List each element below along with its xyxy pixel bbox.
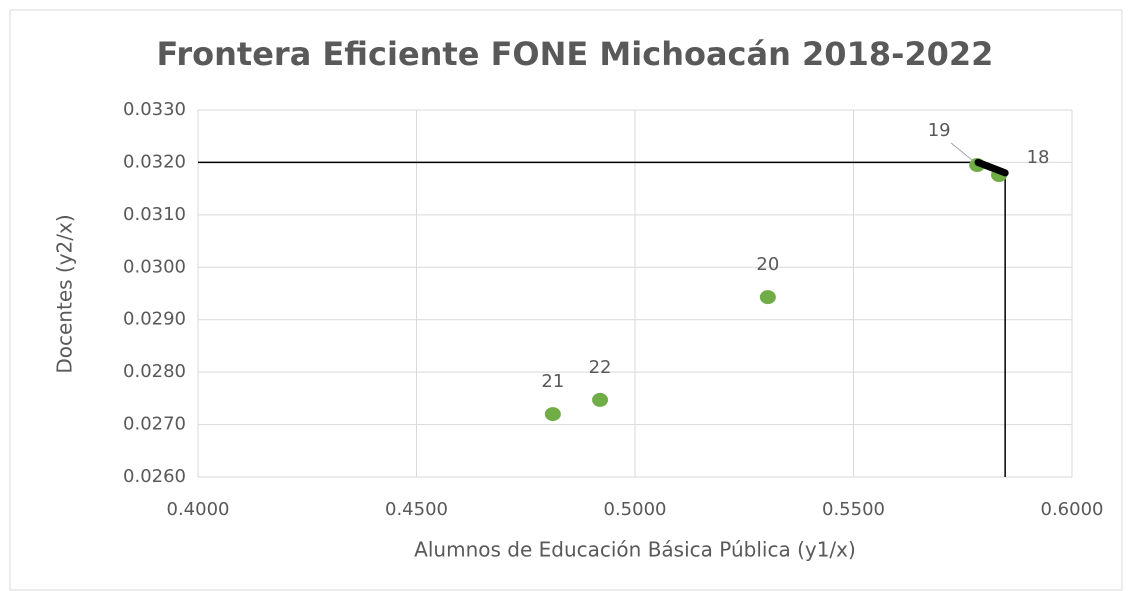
point (759, 290, 776, 305)
y-tick-label: 0.0310 (123, 204, 186, 225)
data-label: 20 (756, 254, 779, 275)
y-tick-label: 0.0320 (123, 151, 186, 172)
data-label: 18 (1027, 147, 1050, 168)
chart-title: Frontera Eficiente FONE Michoacán 2018-2… (157, 35, 994, 73)
data-label: 19 (928, 120, 951, 141)
y-tick-label: 0.0290 (123, 309, 186, 330)
x-axis-title: Alumnos de Educación Básica Pública (y1/… (414, 538, 856, 562)
y-tick-label: 0.0270 (123, 414, 186, 435)
leader-line (950, 142, 974, 162)
chart-frame (9, 9, 1123, 591)
data-label: 22 (589, 357, 612, 378)
y-tick-label: 0.0300 (123, 256, 186, 277)
y-tick-label: 0.0280 (123, 361, 186, 382)
point (544, 407, 561, 422)
x-tick-label: 0.5500 (822, 499, 885, 520)
x-tick-label: 0.6000 (1041, 499, 1104, 520)
y-tick-label: 0.0330 (123, 99, 186, 120)
y-tick-label: 0.0260 (123, 466, 186, 487)
point (592, 392, 609, 407)
y-axis-title: Docentes (y2/x) (53, 214, 77, 373)
frontier-segment (974, 158, 1009, 177)
data-label: 21 (541, 371, 564, 392)
x-tick-label: 0.4500 (385, 499, 448, 520)
x-tick-label: 0.4000 (167, 499, 230, 520)
x-tick-label: 0.5000 (604, 499, 667, 520)
